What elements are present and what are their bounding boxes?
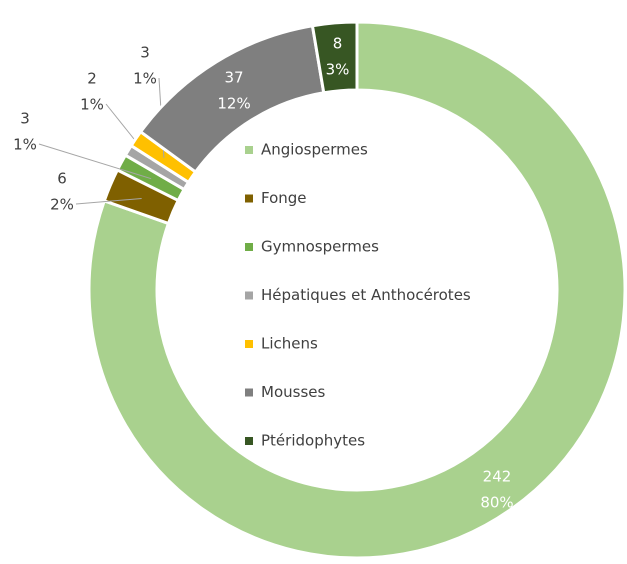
legend-marker	[245, 243, 253, 251]
data-label: 3	[140, 44, 150, 62]
data-label: 37	[225, 68, 244, 86]
percent-label: 1%	[133, 70, 157, 88]
percent-label: 3%	[326, 60, 350, 78]
legend-label: Lichens	[261, 335, 318, 353]
data-label: 242	[483, 468, 512, 486]
data-label: 6	[57, 170, 67, 188]
legend-marker	[245, 146, 253, 154]
legend-marker	[245, 437, 253, 445]
leader-line	[38, 143, 152, 180]
leader-line	[75, 197, 142, 205]
data-label: 2	[87, 70, 97, 88]
percent-label: 1%	[13, 136, 37, 154]
percent-label: 1%	[80, 96, 104, 114]
legend-label: Ptéridophytes	[261, 432, 365, 450]
percent-label: 2%	[50, 196, 74, 214]
data-label: 3	[20, 110, 30, 128]
legend-label: Mousses	[261, 383, 325, 401]
legend-marker	[245, 194, 253, 203]
percent-label: 80%	[480, 494, 513, 512]
legend-marker	[245, 388, 253, 397]
legend-label: Fonge	[261, 189, 307, 207]
legend-label: Hépatiques et Anthocérotes	[261, 286, 471, 304]
data-label: 8	[333, 34, 343, 52]
legend-marker	[245, 340, 253, 348]
donut-segment	[310, 20, 359, 95]
percent-label: 12%	[217, 94, 250, 112]
legend-label: Angiospermes	[261, 141, 368, 159]
donut-segment	[87, 20, 627, 560]
legend-marker	[245, 291, 253, 300]
legend-label: Gymnospermes	[261, 238, 379, 256]
